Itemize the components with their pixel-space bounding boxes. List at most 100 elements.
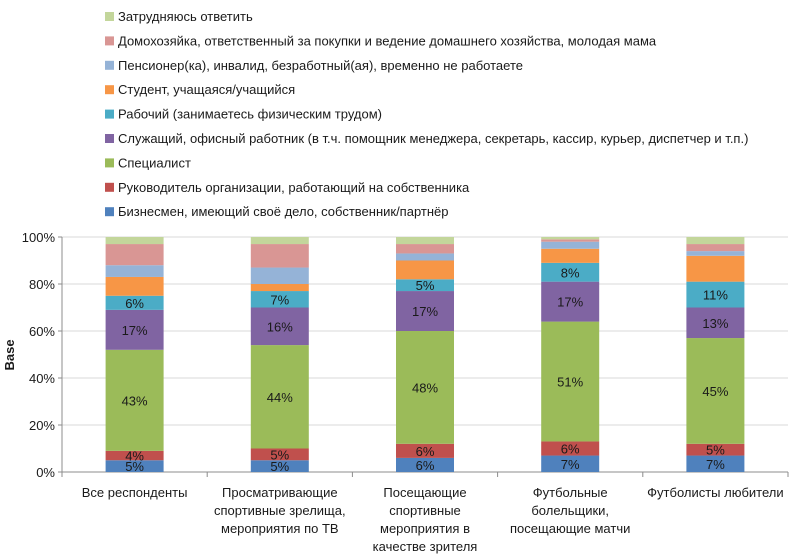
bar-segment xyxy=(686,255,745,282)
bar-segment xyxy=(686,443,745,456)
data-label: 44% xyxy=(267,390,293,405)
data-label: 43% xyxy=(122,393,148,408)
bar-segment xyxy=(250,237,309,245)
data-label: 8% xyxy=(561,265,580,280)
bar-segment xyxy=(541,237,600,240)
x-category-label: Футболисты любители xyxy=(647,485,783,500)
legend-item: Рабочий (занимаетесь физическим трудом) xyxy=(105,107,382,122)
data-label: 48% xyxy=(412,380,438,395)
bar-segment xyxy=(541,239,600,242)
x-category-label: мероприятия по ТВ xyxy=(221,521,339,536)
legend-item: Бизнесмен, имеющий своё дело, собственни… xyxy=(105,204,449,219)
data-label: 6% xyxy=(416,458,435,473)
legend-item: Специалист xyxy=(105,155,191,170)
y-tick-label: 20% xyxy=(29,418,55,433)
legend-swatch xyxy=(105,12,114,21)
data-label: 45% xyxy=(702,384,728,399)
x-category-label: Посещающие xyxy=(383,485,466,500)
bar-segment xyxy=(396,331,454,444)
x-category-label: Футбольные xyxy=(533,485,608,500)
legend-item: Служащий, офисный работник (в т.ч. помощ… xyxy=(105,131,748,146)
bar-segment xyxy=(396,244,454,254)
data-label: 7% xyxy=(270,292,289,307)
data-label: 5% xyxy=(125,459,144,474)
bar-segment xyxy=(250,345,309,449)
bar-segment xyxy=(541,248,600,263)
bar-segment xyxy=(396,237,454,245)
bar-segment xyxy=(396,291,454,331)
bar-segment xyxy=(541,441,600,456)
legend-item: Затрудняюсь ответить xyxy=(105,9,253,24)
x-category-label: спортивные зрелища, xyxy=(214,503,346,518)
y-axis: 0% 20% 40% 60% 80% 100% xyxy=(22,230,63,480)
legend-swatch xyxy=(105,134,114,143)
bar-segment xyxy=(686,338,745,444)
data-label: 13% xyxy=(702,316,728,331)
data-label: 7% xyxy=(706,457,725,472)
legend-label: Специалист xyxy=(118,155,191,170)
bar-segment xyxy=(396,260,454,280)
legend-swatch xyxy=(105,207,114,217)
bar-segment xyxy=(396,253,454,261)
bar-segment xyxy=(105,295,164,310)
x-category-label: мероприятия в xyxy=(380,521,470,536)
bar-segment xyxy=(250,460,309,472)
bar-column: 7%6% 51% 17% 8% xyxy=(541,237,600,472)
data-label: 17% xyxy=(557,295,583,310)
bar-column: 7%5% 45% 13% 11% xyxy=(686,237,745,472)
y-axis-title: Base xyxy=(2,339,17,370)
data-label: 17% xyxy=(122,323,148,338)
bar-segment xyxy=(105,349,164,451)
legend-swatch xyxy=(105,182,114,192)
x-category-label: спортивные xyxy=(389,503,461,518)
bar-segment xyxy=(541,455,600,472)
bar-segment xyxy=(105,237,164,245)
y-tick-label: 100% xyxy=(22,230,56,245)
legend-swatch xyxy=(105,109,114,119)
bars: 5%4%43%17%6%5%5%44%16%7%6%6%48%17%5%7%6%… xyxy=(105,237,745,474)
bar-segment xyxy=(686,281,745,308)
bar-segment xyxy=(541,262,600,282)
bar-segment xyxy=(396,279,454,292)
data-label: 11% xyxy=(703,288,728,303)
legend-label: Рабочий (занимаетесь физическим трудом) xyxy=(118,107,382,122)
legend-label: Домохозяйка, ответственный за покупки и … xyxy=(118,33,657,48)
data-label: 4% xyxy=(125,449,144,464)
data-label: 51% xyxy=(557,375,583,390)
legend-label: Бизнесмен, имеющий своё дело, собственни… xyxy=(118,204,449,219)
y-tick-label: 80% xyxy=(29,277,55,292)
bar-segment xyxy=(250,244,309,268)
y-tick-label: 40% xyxy=(29,371,55,386)
data-label: 6% xyxy=(125,296,144,311)
bar-segment xyxy=(105,276,164,296)
legend-label: Студент, учащаяся/учащийся xyxy=(118,82,295,97)
bar-segment xyxy=(250,284,309,292)
bar-segment xyxy=(541,281,600,322)
data-label: 7% xyxy=(561,457,580,472)
legend-item: Пенсионер(ка), инвалид, безработный(ая),… xyxy=(105,58,523,73)
bar-segment xyxy=(105,450,164,461)
data-label: 6% xyxy=(561,442,580,457)
legend-label: Пенсионер(ка), инвалид, безработный(ая),… xyxy=(118,58,523,73)
legend-item: Домохозяйка, ответственный за покупки и … xyxy=(105,33,657,48)
legend-label: Затрудняюсь ответить xyxy=(118,9,253,24)
bar-segment xyxy=(541,321,600,442)
bar-segment xyxy=(396,457,454,472)
data-label: 5% xyxy=(706,443,725,458)
bar-segment xyxy=(105,309,164,350)
legend-swatch xyxy=(105,60,114,70)
legend-label: Руководитель организации, работающий на … xyxy=(118,180,470,195)
data-label: 5% xyxy=(270,459,289,474)
bar-segment xyxy=(541,241,600,249)
data-label: 16% xyxy=(267,319,293,334)
legend-label: Служащий, офисный работник (в т.ч. помощ… xyxy=(118,131,748,146)
data-label: 5% xyxy=(270,447,289,462)
bar-segment xyxy=(250,307,309,346)
bar-segment xyxy=(686,251,745,256)
bar-segment xyxy=(686,307,745,339)
bar-segment xyxy=(686,237,745,245)
x-category-label: Просматривающие xyxy=(222,485,338,500)
x-category-label: посещающие матчи xyxy=(510,521,630,536)
bar-segment xyxy=(396,443,454,458)
